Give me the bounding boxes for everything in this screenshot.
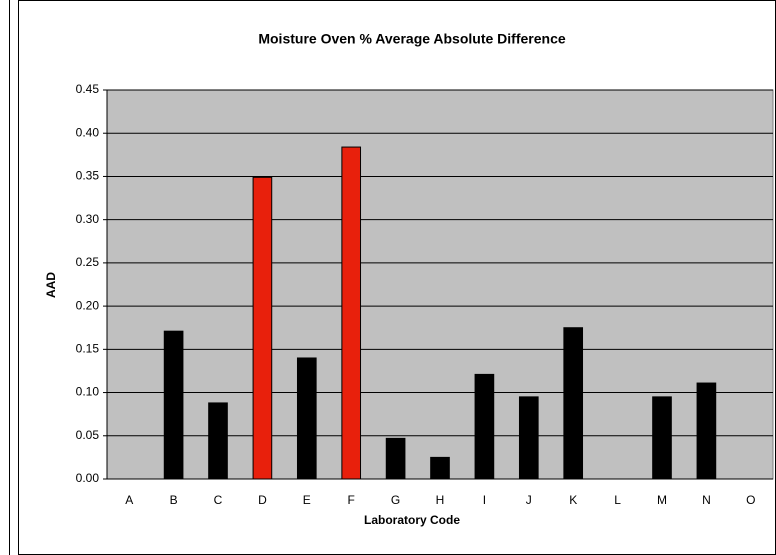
x-tick-label: B xyxy=(170,493,178,507)
x-tick-label: D xyxy=(258,493,267,507)
bar xyxy=(385,437,406,480)
bar xyxy=(696,382,717,480)
y-tick-label: 0.05 xyxy=(76,428,100,442)
bar xyxy=(296,357,317,480)
bar xyxy=(341,146,362,480)
plot-area xyxy=(106,89,774,480)
x-tick-label: O xyxy=(746,493,755,507)
bar xyxy=(430,456,450,480)
bar xyxy=(208,402,228,480)
x-axis-title: Laboratory Code xyxy=(364,513,460,527)
bar xyxy=(252,176,273,480)
x-tick-label: E xyxy=(303,493,311,507)
y-tick-label: 0.35 xyxy=(76,169,100,183)
y-tick-label: 0.15 xyxy=(76,342,100,356)
x-tick-label: M xyxy=(657,493,667,507)
chart-title: Moisture Oven % Average Absolute Differe… xyxy=(258,31,566,47)
y-tick-label: 0.25 xyxy=(76,255,100,269)
y-tick-label: 0.20 xyxy=(76,298,100,312)
x-tick-label: I xyxy=(483,493,486,507)
bar xyxy=(474,373,495,480)
y-tick-label: 0.40 xyxy=(76,125,100,139)
y-tick-label: 0.30 xyxy=(76,212,100,226)
bar xyxy=(563,327,584,480)
bar xyxy=(163,330,184,480)
bar xyxy=(518,396,539,480)
x-tick-label: J xyxy=(526,493,532,507)
bar xyxy=(652,396,672,480)
x-tick-label: G xyxy=(391,493,400,507)
x-tick-label: N xyxy=(702,493,711,507)
y-tick-label: 0.45 xyxy=(76,82,100,96)
y-tick-label: 0.10 xyxy=(76,385,100,399)
x-tick-label: H xyxy=(436,493,445,507)
x-tick-label: L xyxy=(614,493,621,507)
y-axis-title: AAD xyxy=(44,272,58,298)
x-tick-label: C xyxy=(214,493,223,507)
x-tick-label: A xyxy=(125,493,133,507)
y-tick-label: 0.00 xyxy=(76,471,100,485)
x-tick-label: F xyxy=(348,493,355,507)
x-tick-label: K xyxy=(569,493,577,507)
